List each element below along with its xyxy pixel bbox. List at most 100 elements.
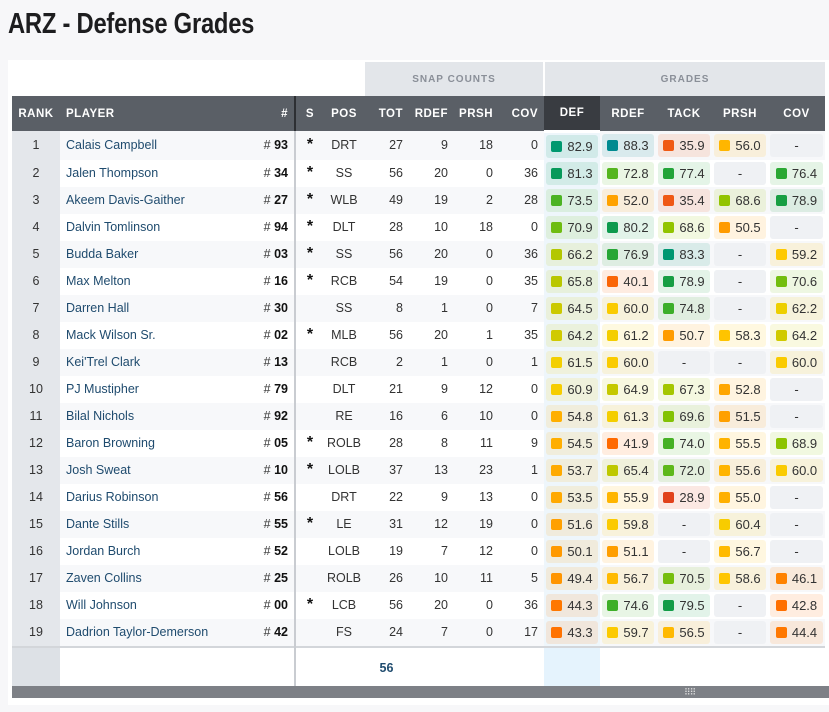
- table-row[interactable]: 19 Dadrion Taylor-Demerson # 42 FS 24 7 0 17…: [12, 618, 825, 647]
- column-header-rdef-10[interactable]: RDEF: [600, 96, 656, 131]
- grade-color-icon: [719, 545, 731, 557]
- grade-cell: 56.7: [602, 566, 654, 590]
- player-name-link[interactable]: Dante Stills: [60, 510, 245, 538]
- rank: 4: [12, 213, 60, 241]
- snap-count: 2: [364, 348, 409, 376]
- player-name-link[interactable]: Jordan Burch: [60, 537, 245, 565]
- player-name-link[interactable]: Darius Robinson: [60, 483, 245, 511]
- snap-count: 56: [364, 240, 409, 268]
- column-header-rdef-6[interactable]: RDEF: [409, 96, 454, 131]
- player-name-link[interactable]: Mack Wilson Sr.: [60, 321, 245, 349]
- table-row[interactable]: 7 Darren Hall # 30 SS 8 1 0 7 64.5 60.0 74.8-62…: [12, 294, 825, 322]
- horizontal-scrollbar[interactable]: ⠿⠿: [12, 686, 829, 698]
- position: DLT: [324, 213, 364, 241]
- player-name-link[interactable]: Kei'Trel Clark: [60, 348, 245, 376]
- player-name-link[interactable]: Dalvin Tomlinson: [60, 213, 245, 241]
- column-header-tack-11[interactable]: TACK: [656, 96, 712, 131]
- table-row[interactable]: 5 Budda Baker # 03 * SS 56 20 0 36 66.2 76.9 83…: [12, 240, 825, 268]
- column-header-tot-5[interactable]: TOT: [364, 96, 409, 131]
- position: LCB: [324, 591, 364, 619]
- column-header-s-3[interactable]: S: [295, 96, 324, 131]
- grade-color-icon: [607, 572, 619, 584]
- player-name-link[interactable]: Calais Campbell: [60, 131, 245, 160]
- grade-cell: 61.3: [602, 404, 654, 428]
- player-name-link[interactable]: Baron Browning: [60, 429, 245, 457]
- table-row[interactable]: 15 Dante Stills # 55 * LE 31 12 19 0 51.6 59.8…: [12, 510, 825, 538]
- table-row[interactable]: 14 Darius Robinson # 56 DRT 22 9 13 0 53.5 55.…: [12, 483, 825, 511]
- column-header-number-2[interactable]: #: [245, 96, 296, 131]
- column-header-cov-8[interactable]: COV: [499, 96, 544, 131]
- grade-cell: 73.5: [546, 188, 598, 212]
- grade-color-icon: [775, 275, 787, 287]
- starter-icon: [295, 618, 324, 647]
- table-row[interactable]: 17 Zaven Collins # 25 ROLB 26 10 11 5 49.4 56.…: [12, 564, 825, 592]
- rank: 9: [12, 348, 60, 376]
- drag-handle-icon[interactable]: ⠿⠿: [684, 687, 696, 697]
- table-row[interactable]: 13 Josh Sweat # 10 * LOLB 37 13 23 1 53.7 65.4…: [12, 456, 825, 484]
- column-header-def-9[interactable]: DEF: [544, 96, 600, 133]
- grade-color-icon: [551, 572, 563, 584]
- column-header-prsh-7[interactable]: PRSH: [454, 96, 499, 131]
- position: LE: [324, 510, 364, 538]
- table-row[interactable]: 6 Max Melton # 16 * RCB 54 19 0 35 65.8 40.1 78…: [12, 267, 825, 295]
- table-row[interactable]: 4 Dalvin Tomlinson # 94 * DLT 28 10 18 0 70.9…: [12, 213, 825, 241]
- column-header-rank-0[interactable]: RANK: [12, 96, 60, 131]
- player-name-link[interactable]: PJ Mustipher: [60, 375, 245, 403]
- grade-color-icon: [719, 410, 731, 422]
- grade-cell: 44.4: [770, 620, 823, 644]
- snap-count: 0: [454, 240, 499, 268]
- table-row[interactable]: 8 Mack Wilson Sr. # 02 * MLB 56 20 1 35 64.2 6…: [12, 321, 825, 349]
- position: SS: [324, 294, 364, 322]
- grade-cell: 54.8: [546, 404, 598, 428]
- table-row[interactable]: 16 Jordan Burch # 52 LOLB 19 7 12 0 50.1 51.1-…: [12, 537, 825, 565]
- grade-color-icon: [607, 491, 619, 503]
- grade-color-icon: [719, 221, 731, 233]
- player-name-link[interactable]: Bilal Nichols: [60, 402, 245, 430]
- table-row[interactable]: 9 Kei'Trel Clark # 13 RCB 2 1 0 1 61.5 60.0- -6…: [12, 348, 825, 376]
- column-header-pos-4[interactable]: POS: [324, 96, 364, 131]
- column-header-player-1[interactable]: PLAYER: [60, 96, 245, 131]
- snap-count: 6: [409, 402, 454, 430]
- snap-count: 9: [409, 483, 454, 511]
- table-row[interactable]: 18 Will Johnson # 00 * LCB 56 20 0 36 44.3 74.…: [12, 591, 825, 619]
- table-row[interactable]: 1 Calais Campbell # 93 * DRT 27 9 18 0 82.9 88…: [12, 131, 825, 160]
- player-name-link[interactable]: Dadrion Taylor-Demerson: [60, 618, 245, 647]
- grade-color-icon: [551, 167, 563, 179]
- starter-icon: *: [295, 186, 324, 214]
- player-name-link[interactable]: Jalen Thompson: [60, 159, 245, 187]
- column-header-cov-13[interactable]: COV: [768, 96, 825, 131]
- player-name-link[interactable]: Darren Hall: [60, 294, 245, 322]
- player-name-link[interactable]: Josh Sweat: [60, 456, 245, 484]
- starter-icon: [295, 348, 324, 376]
- player-name-link[interactable]: Zaven Collins: [60, 564, 245, 592]
- starter-icon: *: [295, 591, 324, 619]
- starter-icon: [295, 537, 324, 565]
- snap-count: 21: [364, 375, 409, 403]
- snap-count: 9: [409, 375, 454, 403]
- snap-count: 56: [364, 321, 409, 349]
- grade-color-icon: [719, 491, 731, 503]
- table-row[interactable]: 11 Bilal Nichols # 92 RE 16 6 10 0 54.8 61.3 69…: [12, 402, 825, 430]
- grade-cell: 46.1: [770, 566, 823, 590]
- rank: 16: [12, 537, 60, 565]
- grade-color-icon: [551, 275, 563, 287]
- player-name-link[interactable]: Akeem Davis-Gaither: [60, 186, 245, 214]
- snap-count: 2: [454, 186, 499, 214]
- grade-color-icon: [663, 167, 675, 179]
- grade-cell: -: [714, 620, 766, 644]
- jersey-number: # 02: [245, 321, 296, 349]
- player-name-link[interactable]: Budda Baker: [60, 240, 245, 268]
- grade-color-icon: [719, 194, 731, 206]
- player-name-link[interactable]: Max Melton: [60, 267, 245, 295]
- player-name-link[interactable]: Will Johnson: [60, 591, 245, 619]
- snap-count: 31: [364, 510, 409, 538]
- grade-cell: -: [714, 269, 766, 293]
- grade-color-icon: [663, 464, 675, 476]
- table-row[interactable]: 12 Baron Browning # 05 * ROLB 28 8 11 9 54.5 4…: [12, 429, 825, 457]
- column-header-prsh-12[interactable]: PRSH: [712, 96, 768, 131]
- snap-count: 7: [409, 537, 454, 565]
- starter-icon: *: [295, 213, 324, 241]
- table-row[interactable]: 10 PJ Mustipher # 79 DLT 21 9 12 0 60.9 64.9 67…: [12, 375, 825, 403]
- table-row[interactable]: 3 Akeem Davis-Gaither # 27 * WLB 49 19 2 28 7…: [12, 186, 825, 214]
- table-row[interactable]: 2 Jalen Thompson # 34 * SS 56 20 0 36 81.3 72.…: [12, 159, 825, 187]
